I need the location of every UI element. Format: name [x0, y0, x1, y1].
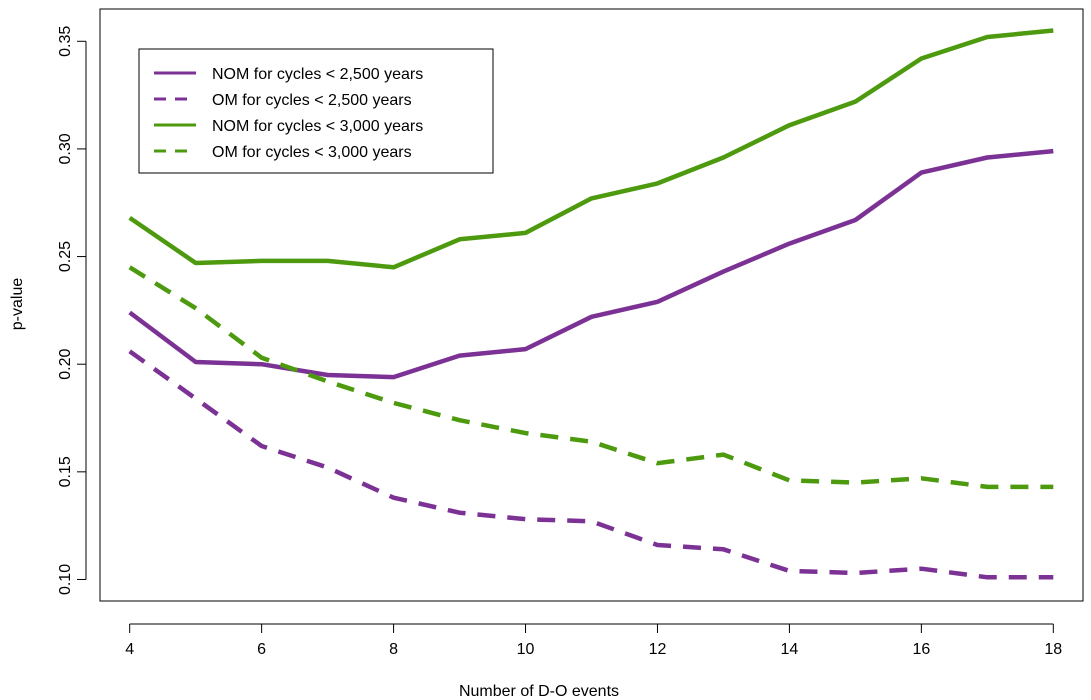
series-line-4	[128, 265, 1054, 490]
x-tick-label: 14	[781, 641, 799, 658]
x-tick-label: 6	[257, 641, 266, 658]
y-tick-label: 0.20	[57, 349, 74, 380]
x-tick-label: 10	[517, 641, 535, 658]
x-tick-label: 12	[649, 641, 667, 658]
legend-label: OM for cycles < 2,500 years	[212, 92, 412, 109]
series-line-3	[128, 28, 1054, 270]
y-axis-label: p-value	[9, 278, 26, 331]
y-tick-label: 0.30	[57, 133, 74, 164]
y-tick-label: 0.35	[57, 26, 74, 57]
series-layer	[128, 28, 1054, 580]
legend-box	[138, 48, 494, 174]
legend-label: NOM for cycles < 2,500 years	[212, 66, 423, 83]
x-tick-label: 18	[1044, 641, 1062, 658]
legend: NOM for cycles < 2,500 years OM for cycle…	[138, 48, 494, 174]
plot-frame	[99, 8, 1084, 602]
series-line-1	[128, 148, 1054, 380]
y-axis: 0.10 0.15 0.20 0.25 0.30 0.35	[57, 26, 87, 595]
x-axis: 4 6 8 10 12 14 16 18	[125, 623, 1062, 658]
series-line-2	[128, 349, 1054, 580]
legend-label: NOM for cycles < 3,000 years	[212, 118, 423, 135]
x-axis-label: Number of D-O events	[459, 683, 619, 700]
x-tick-label: 4	[125, 641, 134, 658]
legend-label: OM for cycles < 3,000 years	[212, 144, 412, 161]
x-tick-label: 8	[389, 641, 398, 658]
y-tick-label: 0.10	[57, 564, 74, 595]
x-tick-label: 16	[912, 641, 930, 658]
y-tick-label: 0.15	[57, 456, 74, 487]
y-tick-label: 0.25	[57, 241, 74, 272]
